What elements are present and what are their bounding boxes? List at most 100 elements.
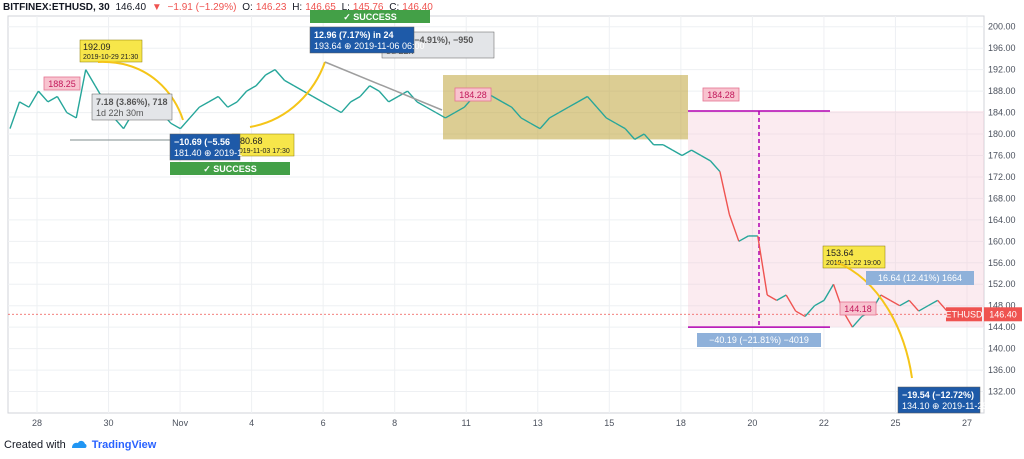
price-segment — [501, 101, 513, 108]
price-segment — [66, 111, 77, 119]
success-badge: ✓ SUCCESS — [203, 164, 257, 174]
pink-label-bg — [839, 301, 877, 316]
tradingview-logo-icon — [71, 440, 87, 448]
price-segment — [643, 133, 655, 146]
price-segment — [918, 305, 929, 312]
x-tick-label: Nov — [172, 418, 189, 428]
pink-label-bg — [702, 87, 740, 102]
price-segment — [312, 95, 323, 103]
x-tick-label: 28 — [32, 418, 42, 428]
price-segment — [624, 128, 636, 140]
price-segment — [265, 69, 276, 76]
price-segment — [47, 95, 58, 103]
price-segment — [274, 69, 286, 81]
success-badge-bg — [170, 162, 290, 175]
footer: Created with TradingView — [4, 439, 156, 451]
pink-label: 188.25 — [48, 79, 76, 89]
x-tick-label: 6 — [321, 418, 326, 428]
y-tick-label: 188.00 — [988, 86, 1016, 96]
price-segment — [454, 106, 465, 114]
price-segment — [530, 122, 541, 130]
price-segment — [804, 305, 816, 317]
price-segment — [246, 85, 257, 92]
gold-range-box — [443, 75, 688, 140]
open-value: 146.23 — [255, 2, 287, 13]
price-segment — [198, 101, 210, 108]
pink-label: 144.18 — [844, 304, 872, 314]
y-tick-label: 136.00 — [988, 365, 1016, 375]
x-tick-label: 27 — [962, 418, 972, 428]
down-arrow-icon: ▼ — [151, 2, 162, 13]
y-tick-label: 148.00 — [988, 301, 1016, 311]
measure-box-1-text: 181.40 ⊕ 2019-1 — [174, 148, 242, 158]
price-segment — [189, 106, 200, 119]
price-segment — [899, 299, 910, 307]
x-tick-label: 13 — [533, 418, 543, 428]
x-tick-label: 22 — [819, 418, 829, 428]
price-segment — [255, 74, 267, 87]
measure-box-3-text: 134.10 ⊕ 2019-11-25 — [902, 401, 987, 411]
price-segment — [672, 149, 683, 157]
y-tick-label: 140.00 — [988, 344, 1016, 354]
blue-label-bg — [866, 271, 974, 285]
blue-label: 16.64 (12.41%) 1664 — [878, 273, 962, 283]
price-segment — [927, 299, 938, 307]
y-tick-label: 172.00 — [988, 172, 1016, 182]
price-segment — [388, 95, 399, 103]
price-segment — [719, 171, 731, 215]
range-box-2-text: −9.50 (−4.91%), −950 — [386, 35, 473, 45]
range-box-1-text: 1d 22h 30m — [96, 108, 144, 118]
price-segment — [236, 90, 248, 103]
price-segment — [691, 149, 702, 157]
price-segment — [539, 117, 551, 130]
price-segment — [596, 106, 607, 119]
price-segment — [407, 90, 418, 103]
price-segment — [416, 101, 427, 108]
measure-box-3-bg — [897, 386, 981, 414]
price-segment — [9, 101, 21, 129]
curve-arrow-1 — [97, 60, 184, 121]
price-segment — [738, 235, 749, 242]
success-badge: ✓ SUCCESS — [343, 12, 397, 22]
blue-label: −40.19 (−21.81%) −4019 — [709, 335, 809, 345]
measure-box-1-text: −10.69 (−5.56 — [174, 137, 230, 147]
pink-label: 184.28 — [707, 90, 735, 100]
price-segment — [549, 111, 560, 119]
y-tick-label: 184.00 — [988, 108, 1016, 118]
last-price-value: 146.40 — [989, 309, 1017, 319]
y-tick-label: 152.00 — [988, 279, 1016, 289]
change-value: −1.91 (−1.29%) — [167, 2, 237, 13]
price-segment — [880, 294, 891, 301]
curve-arrow-2 — [249, 61, 326, 128]
blue-label-bg — [697, 333, 821, 347]
price-segment — [227, 101, 238, 108]
price-segment — [37, 90, 49, 103]
price-segment — [56, 96, 68, 113]
price-segment — [331, 106, 342, 114]
price-segment — [217, 96, 229, 108]
price-segment — [322, 101, 333, 108]
price-segment — [492, 95, 503, 103]
x-tick-label: 25 — [890, 418, 900, 428]
price-segment — [19, 101, 30, 108]
tradingview-brand[interactable]: TradingView — [91, 439, 157, 451]
x-tick-label: 4 — [249, 418, 254, 428]
price-segment — [776, 294, 787, 301]
price-segment — [615, 122, 626, 130]
price-segment — [558, 106, 569, 114]
price-segment — [340, 101, 352, 114]
price-segment — [511, 106, 522, 119]
chart-header: BITFINEX:ETHUSD, 30 146.40 ▼ −1.91 (−1.2… — [3, 2, 436, 13]
x-tick-label: 20 — [747, 418, 757, 428]
pink-label-bg — [454, 87, 492, 102]
pink-measure-box — [688, 110, 984, 328]
price-segment — [577, 95, 588, 103]
price-segment — [28, 90, 39, 108]
low-label: L: — [341, 2, 350, 13]
x-tick-label: 18 — [676, 418, 686, 428]
close-value: 146.40 — [402, 2, 433, 13]
y-tick-label: 180.00 — [988, 129, 1016, 139]
annotations: 188.25 184.28 184.28 144.18 192.09 2019-10-29… — [43, 10, 987, 414]
last-price-value-bg — [984, 307, 1022, 322]
